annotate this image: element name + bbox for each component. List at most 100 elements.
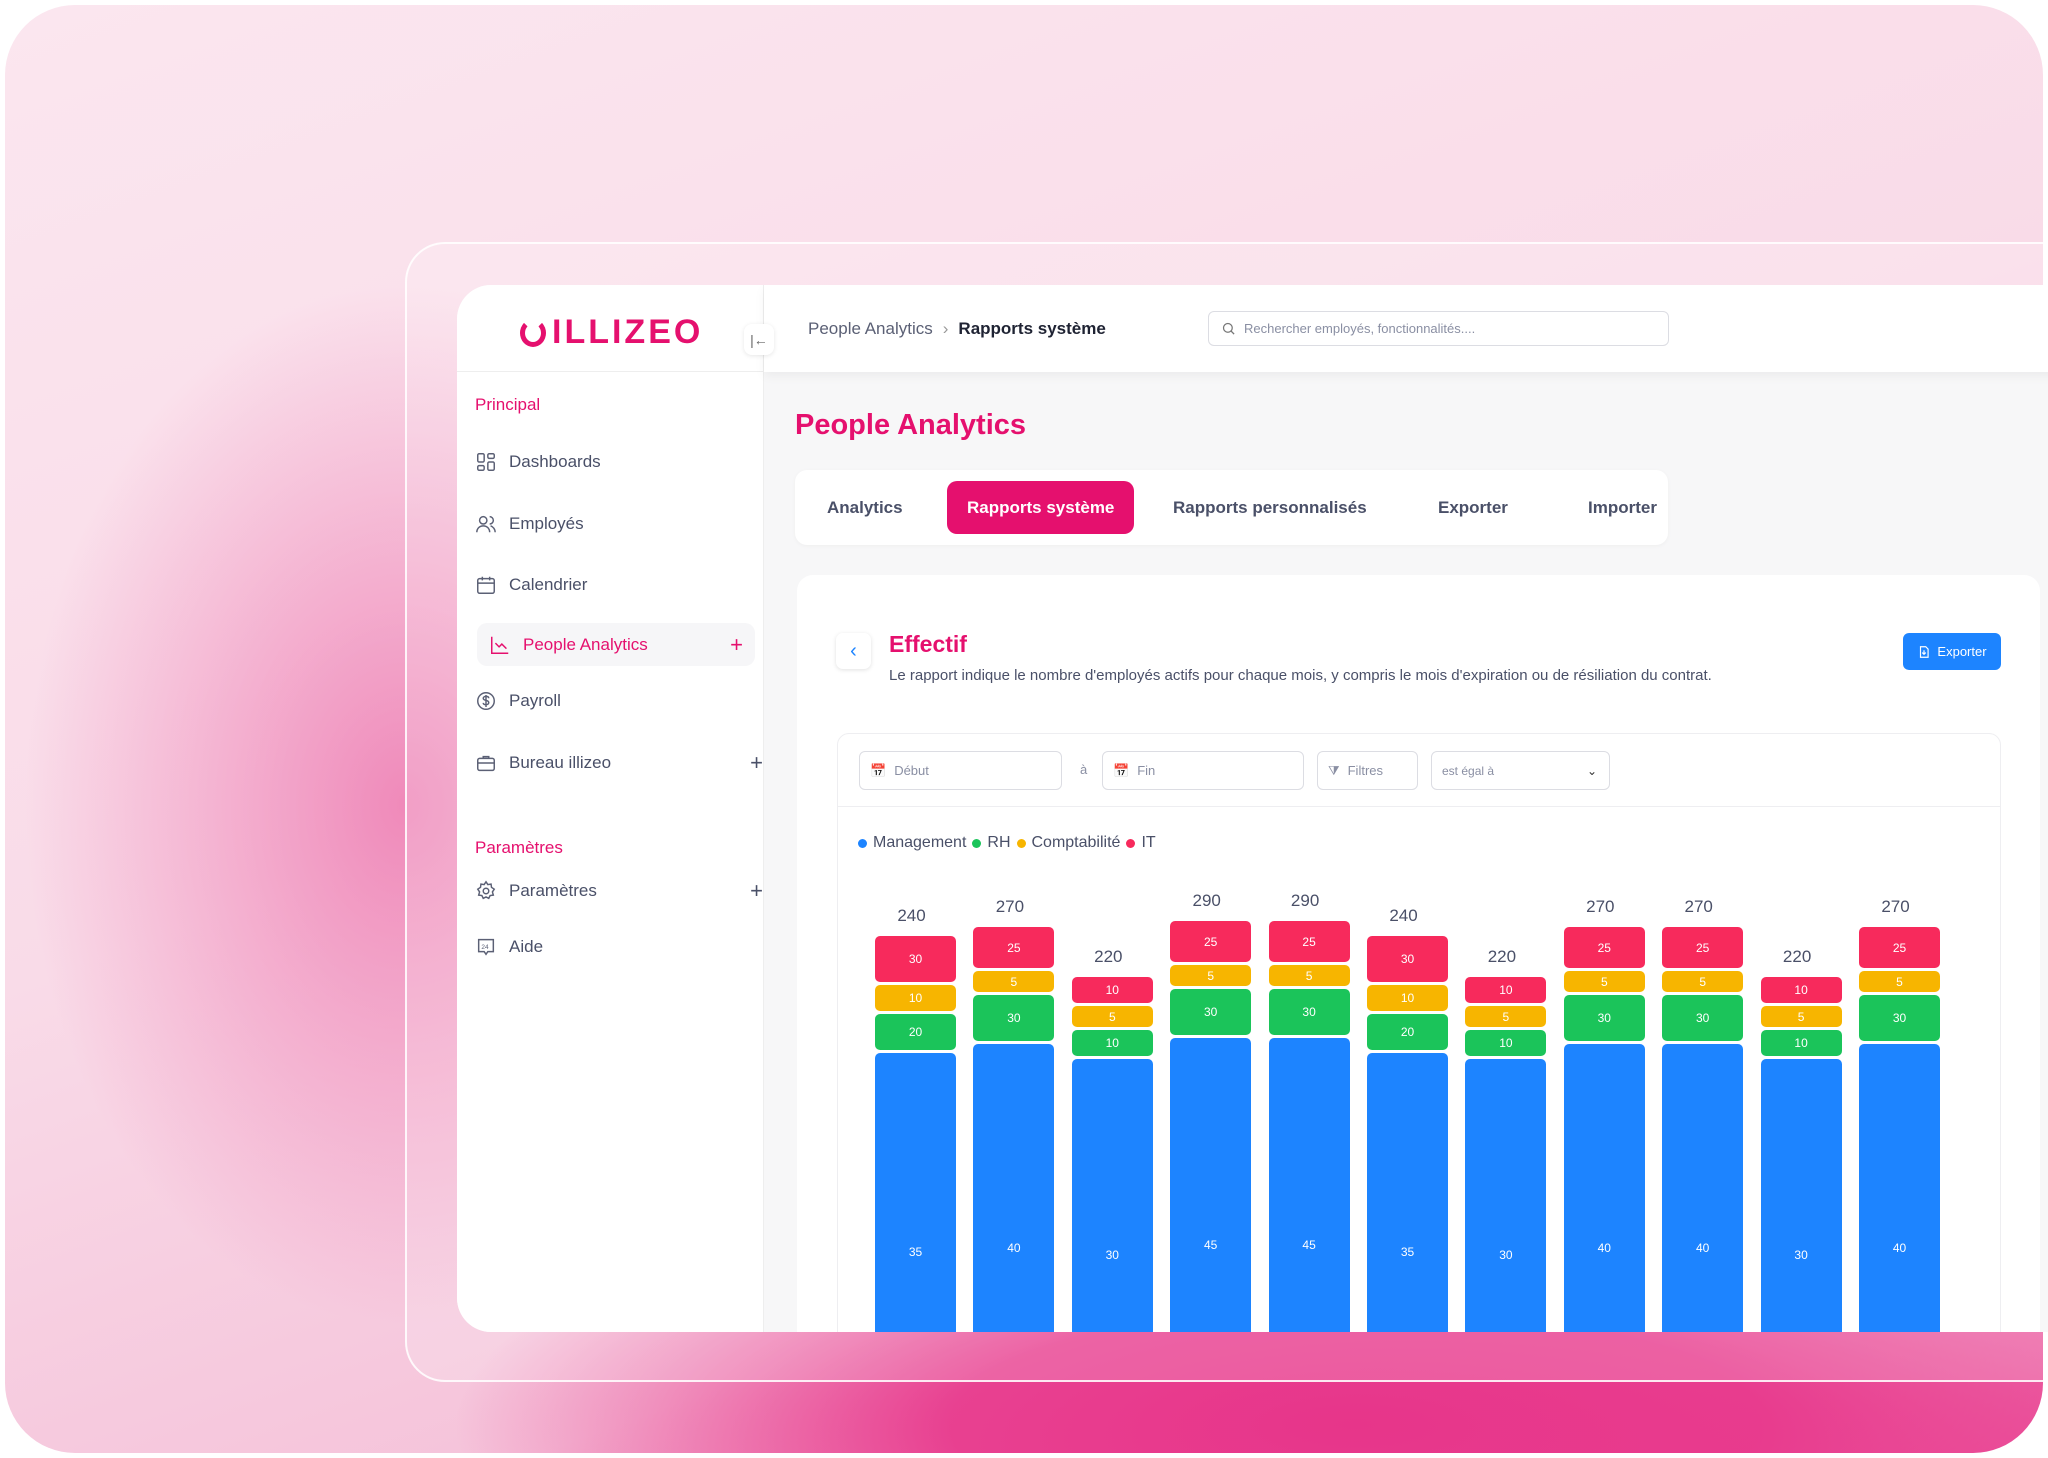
- grid-icon: [477, 453, 495, 471]
- sidebar-item-employes[interactable]: Employés: [475, 513, 755, 535]
- bar-segment-rh: 30: [1170, 989, 1252, 1035]
- bar-segment-comptabilité: 5: [1170, 965, 1252, 986]
- sidebar-item-dashboards[interactable]: Dashboards: [475, 451, 755, 473]
- chevron-down-icon: ⌄: [1586, 763, 1597, 778]
- start-placeholder: Début: [894, 763, 929, 778]
- tab-rapports-systeme[interactable]: Rapports système: [947, 481, 1135, 534]
- section-principal: Principal: [475, 395, 541, 414]
- operator-select[interactable]: est égal à ⌄: [1431, 751, 1610, 790]
- filters-button[interactable]: ⧩ Filtres: [1317, 751, 1418, 790]
- export-button[interactable]: Exporter: [1903, 633, 2001, 670]
- bar-segment-comptabilité: 10: [1367, 985, 1448, 1011]
- start-date-input[interactable]: 📅 Début: [859, 751, 1062, 790]
- sidebar-item-label: Paramètres: [509, 881, 597, 900]
- bar-value-label: 40: [1007, 1240, 1021, 1255]
- bar-value-label: 40: [1597, 1240, 1611, 1255]
- bar-segment-management: [1563, 1044, 1645, 1332]
- gear-icon: [476, 880, 496, 900]
- date-separator: à: [1080, 762, 1088, 777]
- bar-total-label: 270: [1684, 897, 1713, 916]
- breadcrumb-current: Rapports système: [958, 319, 1106, 338]
- bar-total-label: 290: [1290, 891, 1320, 910]
- bar-segment-it: 10: [1760, 977, 1842, 1003]
- sidebar-item-label: People Analytics: [523, 634, 648, 654]
- bar-value-label: 45: [1204, 1237, 1218, 1252]
- logo[interactable]: ILLIZEO: [520, 313, 703, 352]
- end-placeholder: Fin: [1137, 763, 1156, 778]
- bar-segment-rh: 30: [1268, 989, 1350, 1035]
- sidebar-item-bureau-illizeo[interactable]: Bureau illizeo +: [475, 750, 763, 775]
- plus-icon[interactable]: +: [730, 631, 743, 657]
- bar-segment-management: [875, 1053, 956, 1332]
- chart-line-icon: [491, 636, 509, 654]
- bar-segment-comptabilité: 5: [1760, 1006, 1842, 1027]
- bar-value-label: 30: [1499, 1248, 1513, 1262]
- bar-segment-rh: 10: [1071, 1030, 1153, 1056]
- search-placeholder: Rechercher employés, fonctionnalités....: [1244, 321, 1476, 336]
- tab-importer[interactable]: Importer: [1588, 498, 1657, 517]
- divider: [838, 806, 2000, 807]
- bar-segment-management: [1859, 1044, 1940, 1332]
- breadcrumb-item[interactable]: People Analytics: [808, 319, 933, 338]
- tab-bar: Analytics Rapports système Rapports pers…: [795, 470, 1668, 545]
- bar-total-label: 270: [1586, 897, 1615, 916]
- dollar-icon: [477, 692, 495, 710]
- back-button[interactable]: ‹: [836, 633, 871, 669]
- bar-segment-rh: 20: [1367, 1014, 1448, 1050]
- report-title: Effectif: [889, 631, 967, 657]
- sidebar-item-parametres[interactable]: Paramètres +: [475, 878, 763, 903]
- top-header: People Analytics › Rapports système Rech…: [764, 285, 2048, 372]
- bar-segment-management: [1071, 1059, 1153, 1332]
- svg-text:24: 24: [481, 944, 489, 951]
- plus-icon[interactable]: +: [750, 878, 763, 903]
- bar-value-label: 35: [1400, 1245, 1415, 1259]
- bar-segment-it: 30: [875, 936, 956, 982]
- bar-total-label: 240: [1389, 906, 1418, 925]
- legend-dot-management: [858, 838, 867, 848]
- end-date-input[interactable]: 📅 Fin: [1102, 751, 1304, 790]
- sidebar-item-payroll[interactable]: Payroll: [475, 690, 755, 712]
- bar-segment-management: [1760, 1059, 1842, 1332]
- bar-segment-rh: 30: [973, 995, 1055, 1041]
- sidebar-item-people-analytics[interactable]: People Analytics +: [477, 623, 755, 666]
- report-description: Le rapport indique le nombre d'employés …: [889, 667, 1712, 684]
- bar-total-label: 240: [897, 906, 926, 925]
- bar-segment-it: 25: [1563, 927, 1645, 968]
- collapse-sidebar-button[interactable]: |←: [744, 324, 774, 355]
- sidebar: ILLIZEO Principal Dashboards Employés Ca…: [457, 285, 764, 1332]
- bar-value-label: 30: [1794, 1248, 1808, 1262]
- bar-segment-management: [1465, 1059, 1547, 1332]
- bar-value-label: 45: [1302, 1237, 1316, 1252]
- bar-segment-management: [1170, 1038, 1252, 1332]
- bar-segment-it: 25: [1170, 921, 1252, 962]
- sidebar-item-calendrier[interactable]: Calendrier: [475, 574, 755, 596]
- legend-dot-it: [1126, 838, 1136, 848]
- bar-value-label: 40: [1696, 1240, 1710, 1255]
- bar-total-label: 270: [1881, 897, 1910, 916]
- bar-segment-comptabilité: 5: [1859, 971, 1940, 992]
- sidebar-item-label: Payroll: [509, 691, 561, 710]
- search-input[interactable]: Rechercher employés, fonctionnalités....: [1208, 311, 1669, 346]
- tab-analytics[interactable]: Analytics: [827, 498, 903, 517]
- legend-label: IT: [1141, 834, 1156, 851]
- section-parametres: Paramètres: [475, 838, 563, 857]
- logo-text: ILLIZEO: [552, 313, 704, 351]
- bar-segment-comptabilité: 5: [1563, 971, 1645, 992]
- legend-dot-comptabilite: [1016, 838, 1026, 848]
- tab-exporter[interactable]: Exporter: [1438, 498, 1508, 517]
- bar-total-label: 220: [1782, 947, 1812, 966]
- search-icon: [1222, 322, 1235, 335]
- calendar-icon: 📅: [1113, 762, 1130, 778]
- breadcrumb: People Analytics › Rapports système: [808, 319, 1106, 339]
- bar-segment-comptabilité: 5: [1465, 1006, 1547, 1027]
- sidebar-item-label: Dashboards: [509, 452, 601, 471]
- app-window: ILLIZEO Principal Dashboards Employés Ca…: [457, 285, 2048, 1332]
- calendar-icon: 📅: [870, 762, 887, 778]
- bar-value-label: 35: [908, 1245, 923, 1259]
- bar-segment-management: [1268, 1038, 1350, 1332]
- legend-label: Comptabilité: [1031, 834, 1121, 851]
- sidebar-item-aide[interactable]: 24 Aide: [475, 936, 755, 958]
- plus-icon[interactable]: +: [750, 750, 763, 775]
- sidebar-item-label: Bureau illizeo: [509, 753, 612, 772]
- tab-rapports-personnalises[interactable]: Rapports personnalisés: [1173, 498, 1367, 517]
